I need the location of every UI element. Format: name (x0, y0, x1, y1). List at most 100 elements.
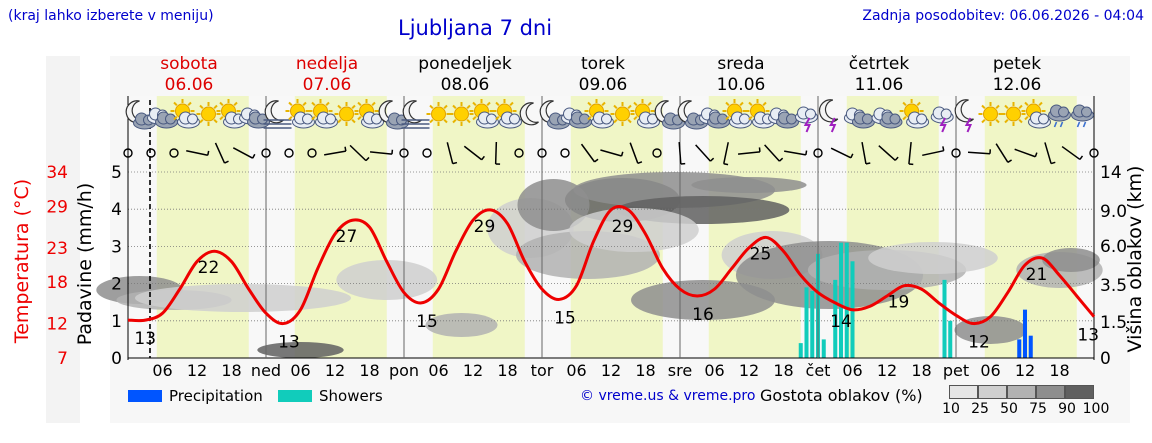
time-tick-label: 12 (187, 361, 207, 380)
rain-drop (1076, 121, 1081, 128)
wind-barb-icon (186, 149, 208, 157)
sun-disc (339, 106, 354, 122)
temperature-value-label: 21 (1026, 265, 1048, 285)
sun-ray (472, 115, 477, 121)
cloud-scale-label: 25 (971, 401, 989, 417)
sun-ray (213, 104, 218, 110)
precip-tick-label: 2 (111, 275, 122, 295)
sun-icon (426, 102, 451, 126)
sun-ray (452, 118, 457, 124)
wind-calm-icon (813, 148, 823, 158)
cloud-icon (699, 107, 730, 129)
sun-ray (199, 104, 204, 110)
cloud-shape (325, 113, 336, 125)
sun-ray (199, 118, 204, 124)
wind-barb-icon (861, 142, 867, 164)
temperature-value-label: 16 (692, 305, 714, 325)
cloud-icon (561, 107, 592, 129)
moon-shape (818, 99, 839, 123)
rain-drop (1059, 121, 1064, 128)
time-tick-label: 12 (1015, 361, 1035, 380)
precipitation-bar (1028, 335, 1033, 358)
sun-disc (1006, 106, 1021, 122)
wind-barb-icon (224, 160, 229, 164)
temperature-tick-label: 23 (46, 239, 68, 259)
day-name: ponedeljek (418, 54, 512, 74)
sun-ray (288, 101, 293, 107)
sun-ray (495, 101, 500, 107)
time-tick-label: 06 (290, 361, 310, 380)
time-tick-label: 06 (152, 361, 172, 380)
day-date: 06.06 (165, 75, 214, 95)
temperature-value-label: 13 (134, 329, 156, 349)
cloud-density-area (257, 342, 344, 358)
cloud-density-area (336, 260, 438, 300)
moon-cloud-icon (378, 100, 409, 130)
temperature-value-label: 27 (336, 227, 358, 247)
precipitation-bar (1017, 339, 1022, 358)
cloud-icon (239, 107, 270, 129)
precip-tick-label: 5 (111, 163, 122, 183)
shower-bar (804, 287, 809, 358)
wind-barb-icon (600, 149, 622, 157)
sun-ray (357, 101, 362, 107)
moon-thunder-icon (818, 99, 839, 133)
sun-disc (431, 106, 446, 122)
wind-calm-icon (169, 148, 179, 158)
cloud-shape (302, 113, 313, 125)
shower-bar (810, 291, 815, 358)
temperature-value-label: 22 (198, 258, 220, 278)
sun-ray (337, 104, 342, 110)
wind-barb-icon (865, 162, 871, 165)
cloud-scale-label: 50 (1000, 401, 1018, 417)
precip-tick-label: 3 (111, 237, 122, 257)
sun-cloud-icon (1021, 99, 1051, 129)
cloud-height-axis-title: Višina oblakov (km) (1124, 165, 1146, 353)
wind-barb-icon (1007, 159, 1012, 163)
sun-ray (1004, 104, 1009, 110)
wind-barb-icon (967, 151, 991, 155)
wind-barb-icon (695, 144, 711, 162)
wind-barb-icon (942, 146, 945, 151)
wind-barb-icon (908, 141, 912, 165)
rain-cloud-icon (1048, 104, 1071, 128)
wind-calm-icon (123, 148, 133, 158)
cloud-scale-label: 10 (942, 401, 960, 417)
sun-ray (233, 101, 238, 107)
wind-barb-icon (620, 151, 624, 157)
sun-ray (748, 115, 753, 121)
wind-barb-icon (494, 141, 498, 165)
sun-ray (351, 104, 356, 110)
time-tick-label: 12 (601, 361, 621, 380)
cloud-density-area (631, 280, 775, 320)
time-tick-label: 18 (1049, 361, 1069, 380)
wind-barb-icon (995, 143, 1009, 163)
sun-ray (429, 104, 434, 110)
time-tick-label: pon (389, 361, 419, 380)
sun-ray (902, 101, 907, 107)
time-tick-label: 12 (325, 361, 345, 380)
cloud-height-tick-label: 14 (1100, 163, 1122, 183)
cloud-scale-90 (1065, 385, 1094, 399)
cloud-shape (940, 108, 952, 120)
cloud-shape (889, 113, 901, 125)
sun-icon (196, 102, 221, 126)
sun-cloud-icon (722, 99, 752, 129)
sun-ray (371, 101, 376, 107)
wind-barb-icon (805, 150, 808, 156)
precip-tick-label: 4 (111, 200, 122, 220)
sun-ray (1024, 115, 1029, 121)
cloud-shape (916, 113, 928, 125)
sun-ray (337, 118, 342, 124)
wind-calm-icon (399, 148, 409, 158)
sun-ray (1018, 104, 1023, 110)
wind-calm-icon (422, 148, 432, 158)
cloud-shape (486, 113, 497, 125)
cloud-shape (786, 113, 797, 125)
sun-ray (429, 118, 434, 124)
cloud-scale-25 (978, 385, 1007, 399)
sun-ray (995, 104, 1000, 110)
time-tick-label: 12 (739, 361, 759, 380)
time-tick-label: 12 (877, 361, 897, 380)
credit-link[interactable]: © vreme.us & vreme.pro (580, 388, 756, 404)
